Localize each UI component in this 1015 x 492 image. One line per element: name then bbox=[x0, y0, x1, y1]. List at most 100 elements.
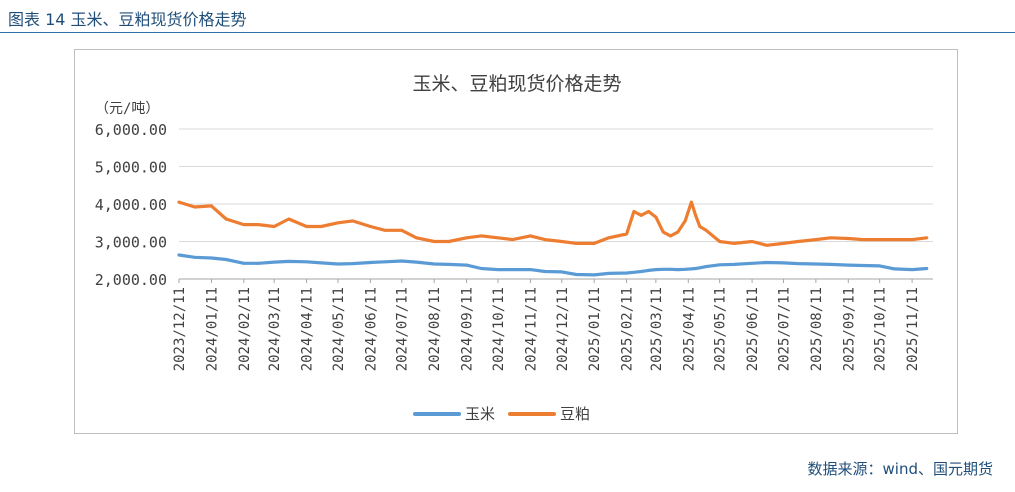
data-point bbox=[625, 232, 628, 236]
data-point bbox=[704, 265, 708, 268]
series-line-soymeal bbox=[177, 200, 929, 247]
data-point bbox=[683, 219, 687, 223]
data-point bbox=[829, 236, 832, 240]
data-point bbox=[351, 262, 354, 265]
data-point bbox=[676, 268, 680, 271]
x-tick-label: 2024/09/11 bbox=[460, 287, 476, 371]
data-point bbox=[496, 268, 500, 271]
data-point bbox=[814, 238, 818, 242]
data-point bbox=[661, 267, 665, 271]
data-point bbox=[415, 260, 418, 264]
data-point bbox=[383, 228, 387, 232]
data-point bbox=[647, 269, 650, 272]
x-tick-label: 2024/08/11 bbox=[427, 287, 443, 371]
data-point bbox=[193, 255, 197, 259]
data-point bbox=[511, 238, 514, 242]
data-point bbox=[575, 273, 578, 276]
y-tick-label: 2,000.00 bbox=[95, 271, 167, 289]
data-point bbox=[272, 225, 276, 228]
data-point bbox=[336, 262, 340, 266]
data-point bbox=[676, 230, 680, 234]
x-tick-label: 2024/06/11 bbox=[363, 287, 379, 371]
x-tick-label: 2025/06/11 bbox=[745, 287, 761, 371]
line-chart: 玉米、豆粕现货价格走势 （元/吨） 2,000.00 3,000.00 4,000.… bbox=[95, 73, 933, 423]
series-line-corn bbox=[177, 253, 929, 277]
x-tick-label: 2024/03/11 bbox=[267, 287, 283, 371]
y-axis-tick-labels: 2,000.00 3,000.00 4,000.00 5,000.00 6,000.00 bbox=[95, 121, 167, 289]
data-point bbox=[400, 228, 404, 232]
x-tick-label: 2024/02/11 bbox=[237, 287, 253, 371]
x-tick-label: 2024/05/11 bbox=[331, 287, 347, 371]
data-point bbox=[529, 234, 532, 238]
data-point bbox=[654, 215, 658, 219]
data-point bbox=[592, 242, 596, 245]
data-point bbox=[669, 267, 672, 271]
data-point bbox=[846, 263, 850, 267]
data-point bbox=[718, 240, 722, 243]
data-point bbox=[447, 240, 451, 243]
data-point bbox=[607, 236, 611, 240]
data-point bbox=[210, 256, 213, 260]
data-point bbox=[400, 259, 404, 263]
x-tick-label: 2025/09/11 bbox=[841, 287, 857, 371]
data-point bbox=[861, 264, 865, 267]
data-point bbox=[765, 243, 769, 247]
data-point bbox=[639, 213, 643, 217]
x-tick-label: 2025/05/11 bbox=[713, 287, 729, 371]
data-point bbox=[704, 228, 708, 232]
y-tick-label: 4,000.00 bbox=[95, 196, 167, 214]
x-tick-label: 2025/08/11 bbox=[809, 287, 825, 371]
data-point bbox=[210, 204, 213, 208]
x-tick-label: 2024/01/11 bbox=[204, 287, 220, 371]
legend: 玉米 豆粕 bbox=[413, 405, 590, 423]
x-tick-label: 2024/12/11 bbox=[555, 287, 571, 371]
data-point bbox=[287, 260, 291, 263]
data-point bbox=[479, 267, 483, 270]
data-point bbox=[177, 200, 181, 204]
data-point bbox=[654, 268, 658, 271]
chart-title: 玉米、豆粕现货价格走势 bbox=[412, 73, 621, 95]
data-point bbox=[669, 234, 672, 238]
data-point bbox=[224, 258, 228, 261]
data-point bbox=[369, 261, 372, 264]
source-note: 数据来源：wind、国元期货 bbox=[807, 460, 993, 478]
data-point bbox=[814, 262, 818, 266]
chart-frame: 玉米、豆粕现货价格走势 （元/吨） 2,000.00 3,000.00 4,000.… bbox=[74, 49, 958, 434]
y-tick-label: 5,000.00 bbox=[95, 159, 167, 177]
data-point bbox=[892, 238, 896, 242]
data-point bbox=[910, 268, 914, 271]
data-point bbox=[632, 210, 636, 213]
data-point bbox=[224, 217, 228, 221]
data-point bbox=[257, 223, 260, 227]
data-point bbox=[683, 267, 687, 271]
data-point bbox=[846, 237, 850, 240]
data-point bbox=[698, 225, 702, 228]
title-divider bbox=[0, 32, 1015, 33]
data-point bbox=[750, 240, 754, 243]
data-point bbox=[543, 238, 547, 242]
data-point bbox=[351, 219, 354, 223]
data-point bbox=[732, 242, 736, 245]
data-point bbox=[465, 263, 468, 267]
x-tick-label: 2025/10/11 bbox=[873, 287, 889, 371]
legend-label: 玉米 bbox=[465, 405, 495, 423]
x-tick-label: 2023/12/11 bbox=[172, 287, 188, 371]
data-point bbox=[782, 261, 785, 265]
data-point bbox=[447, 263, 451, 266]
x-tick-label: 2024/10/11 bbox=[491, 287, 507, 371]
y-tick-label: 6,000.00 bbox=[95, 121, 167, 139]
data-point bbox=[575, 242, 578, 245]
data-point bbox=[272, 260, 276, 264]
data-point bbox=[415, 236, 418, 240]
data-point bbox=[647, 210, 650, 213]
data-point bbox=[177, 253, 181, 257]
data-point bbox=[732, 263, 736, 266]
data-point bbox=[796, 240, 800, 243]
series-lines bbox=[177, 200, 929, 277]
data-point bbox=[242, 261, 246, 265]
data-point bbox=[193, 205, 197, 209]
data-point bbox=[829, 263, 832, 266]
data-point bbox=[765, 261, 769, 264]
data-point bbox=[782, 242, 785, 245]
data-point bbox=[592, 273, 596, 277]
